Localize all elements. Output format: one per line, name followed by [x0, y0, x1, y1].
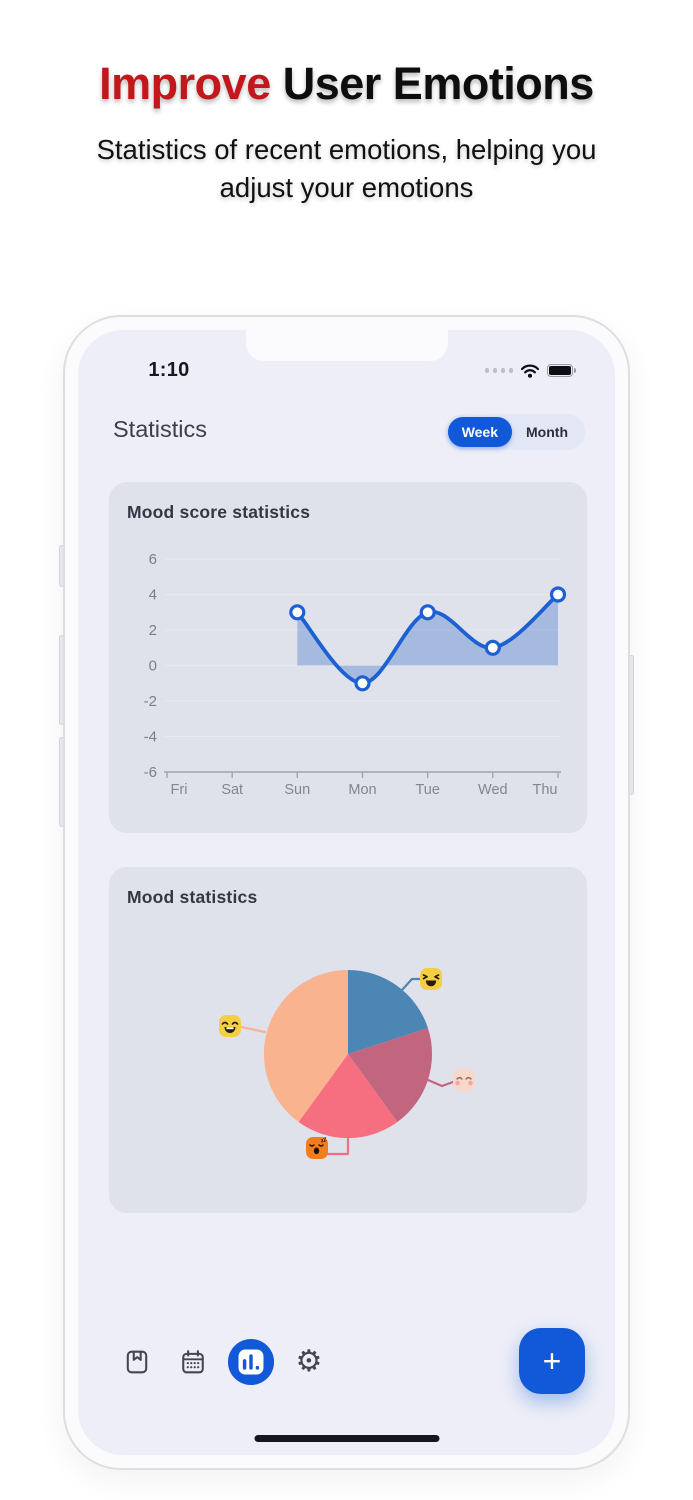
battery-icon — [547, 364, 577, 377]
status-time: 1:10 — [148, 359, 190, 381]
phone-screen: 1:10 Statistics Week Month — [78, 330, 615, 1455]
y-tick-label: 2 — [149, 622, 157, 639]
data-point-marker — [419, 604, 436, 621]
pie-slice-happy — [263, 969, 348, 1122]
phone-mockup: 1:10 Statistics Week Month — [59, 315, 634, 1470]
y-tick-label: -2 — [144, 693, 157, 710]
x-tick-label: Fri — [171, 782, 188, 798]
happy-emoji-icon — [219, 1015, 241, 1037]
mood-line-chart: 6 4 2 0 -2 -4 -6 Fri Sat Sun Mon Tue Wed Thu — [144, 551, 567, 798]
nav-statistics-button-active[interactable] — [227, 1338, 275, 1386]
blushing-emoji-icon — [453, 1069, 475, 1091]
pie-slice-yawning — [298, 1054, 398, 1139]
nav-settings-button[interactable]: ⚙ — [285, 1338, 333, 1386]
screen-title: Statistics — [113, 416, 208, 442]
area-fill — [297, 594, 558, 684]
mood-statistics-card: zZ Mood statistics — [109, 867, 587, 1213]
status-icons — [484, 363, 577, 378]
laughing-emoji-icon — [420, 968, 442, 990]
bar-chart-icon — [227, 1338, 275, 1386]
x-tick-label: Tue — [415, 782, 439, 798]
nav-calendar-button[interactable] — [169, 1338, 217, 1386]
notch — [245, 330, 448, 361]
pie-slice-blushing — [348, 1028, 433, 1122]
x-tick-label: Thu — [533, 782, 558, 798]
page-title-rest: User Emotions — [270, 58, 595, 109]
y-tick-label: -6 — [144, 764, 157, 781]
plus-icon: + — [542, 1342, 562, 1379]
yawning-emoji-icon: zZ — [306, 1137, 328, 1159]
page-subtitle: Statistics of recent emotions, helping y… — [96, 134, 597, 203]
nav-journal-button[interactable] — [113, 1338, 161, 1386]
y-tick-label: 6 — [149, 551, 157, 568]
data-point-marker — [484, 639, 501, 656]
phone-frame: 1:10 Statistics Week Month — [63, 315, 630, 1470]
x-tick-label: Sun — [284, 782, 310, 798]
x-tick-label: Wed — [478, 782, 508, 798]
svg-text:zZ: zZ — [320, 1137, 328, 1145]
data-point-marker — [354, 675, 371, 692]
page-title: Improve User Emotions — [0, 58, 693, 110]
week-month-toggle: Week Month — [444, 414, 585, 450]
page-title-accent: Improve — [99, 58, 271, 109]
data-point-marker — [549, 586, 567, 603]
signal-dots-icon — [484, 368, 513, 373]
mood-statistics-card-title: Mood statistics — [127, 887, 258, 907]
y-tick-label: 4 — [149, 587, 157, 604]
y-tick-label: 0 — [149, 658, 157, 675]
wifi-icon — [520, 364, 540, 378]
callout-line — [326, 1136, 350, 1156]
journal-bookmark-icon — [126, 1350, 148, 1374]
toggle-week[interactable]: Week — [447, 417, 513, 447]
y-tick-label: -4 — [144, 729, 157, 746]
mood-pie-chart: zZ — [219, 968, 475, 1159]
mood-score-card: 6 4 2 0 -2 -4 -6 Fri Sat Sun Mon Tue Wed Thu Mood sco… — [109, 482, 587, 833]
add-entry-fab[interactable]: + — [519, 1328, 585, 1394]
callout-line — [426, 1078, 455, 1088]
mood-score-card-title: Mood score statistics — [127, 502, 311, 522]
calendar-icon — [182, 1350, 204, 1374]
callout-line — [239, 1025, 267, 1034]
toggle-month[interactable]: Month — [526, 424, 568, 440]
mood-line — [295, 592, 560, 686]
home-indicator[interactable] — [254, 1435, 439, 1442]
pie-slice-laughing — [348, 970, 428, 1054]
x-tick-label: Sat — [221, 782, 243, 798]
gear-icon: ⚙ — [295, 1344, 323, 1379]
data-point-marker — [289, 604, 306, 621]
callout-line — [400, 977, 422, 992]
x-tick-label: Mon — [348, 782, 376, 798]
